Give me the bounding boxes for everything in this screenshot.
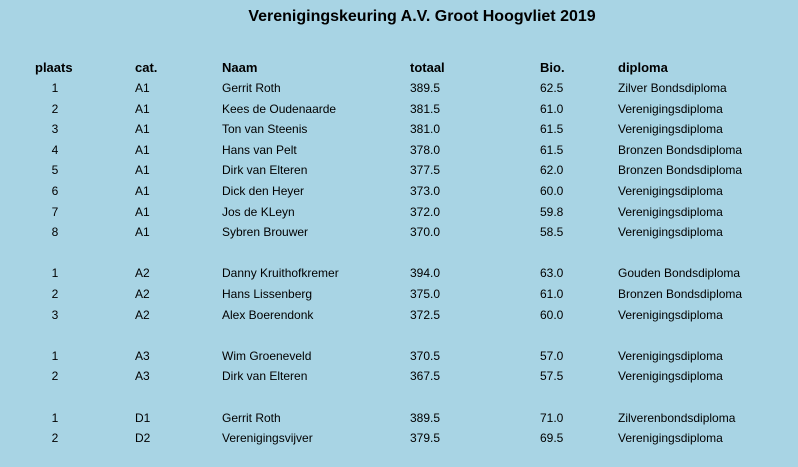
cell-total: 367.5: [410, 369, 441, 384]
cell-name: Gerrit Roth: [222, 81, 281, 95]
cell-diploma: Verenigingsdiploma: [618, 101, 723, 116]
cell-rank: 2: [51, 369, 59, 384]
cell-total: 370.0: [410, 225, 441, 240]
cell-diploma: Verenigingsdiploma: [618, 184, 723, 198]
cell-bio: 60.0: [540, 307, 564, 322]
cell-name: Hans Lissenberg: [222, 287, 313, 301]
cell-bio: 61.0: [540, 287, 564, 301]
cell-category: A1: [135, 101, 150, 116]
cell-bio: 57.5: [540, 369, 564, 384]
cell-total: 370.5: [410, 348, 441, 363]
cell-rank: 2: [51, 287, 59, 301]
cell-diploma: Verenigingsdiploma: [618, 348, 723, 363]
cell-rank: 7: [51, 204, 59, 219]
cell-rank: 1: [51, 348, 59, 363]
cell-category: A2: [135, 266, 150, 281]
header-category: cat.: [135, 60, 158, 75]
cell-name: Kees de Oudenaarde: [222, 101, 337, 116]
cell-bio: 59.8: [540, 204, 564, 219]
cell-rank: 1: [51, 81, 59, 95]
cell-diploma: Verenigingsdiploma: [618, 307, 723, 322]
title: Verenigingskeuring A.V. Groot Hoogvliet …: [248, 8, 596, 25]
header-name: Naam: [222, 60, 258, 75]
cell-total: 372.5: [410, 307, 441, 322]
header-bio: Bio.: [540, 60, 565, 75]
cell-bio: 62.0: [540, 163, 564, 178]
cell-total: 381.5: [410, 101, 441, 116]
cell-rank: 5: [51, 163, 59, 178]
cell-bio: 61.5: [540, 142, 564, 157]
cell-category: A1: [135, 81, 150, 95]
cell-bio: 63.0: [540, 266, 564, 281]
cell-rank: 8: [51, 225, 59, 240]
cell-diploma: Zilverenbondsdiploma: [618, 410, 736, 425]
cell-bio: 60.0: [540, 184, 564, 198]
cell-total: 372.0: [410, 204, 441, 219]
cell-category: A1: [135, 163, 150, 178]
cell-category: D2: [135, 431, 151, 446]
cell-bio: 69.5: [540, 431, 564, 446]
cell-name: Wim Groeneveld: [222, 348, 312, 363]
cell-total: 377.5: [410, 163, 441, 178]
cell-diploma: Bronzen Bondsdiploma: [618, 142, 743, 157]
cell-bio: 61.0: [540, 101, 564, 116]
cell-bio: 61.5: [540, 122, 564, 137]
cell-rank: 2: [51, 431, 59, 446]
cell-category: A1: [135, 184, 150, 198]
cell-name: Gerrit Roth: [222, 410, 281, 425]
cell-total: 389.5: [410, 410, 441, 425]
cell-category: A2: [135, 307, 150, 322]
cell-rank: 3: [51, 122, 59, 137]
cell-rank: 1: [51, 410, 59, 425]
cell-total: 375.0: [410, 287, 441, 301]
cell-diploma: Verenigingsdiploma: [618, 225, 723, 240]
cell-diploma: Gouden Bondsdiploma: [618, 266, 741, 281]
cell-bio: 57.0: [540, 348, 564, 363]
cell-category: A1: [135, 225, 150, 240]
cell-category: A2: [135, 287, 150, 301]
cell-category: D1: [135, 410, 151, 425]
cell-total: 373.0: [410, 184, 441, 198]
cell-rank: 1: [51, 266, 59, 281]
cell-name: Jos de KLeyn: [222, 204, 295, 219]
cell-name: Sybren Brouwer: [222, 225, 309, 240]
cell-total: 378.0: [410, 142, 441, 157]
cell-rank: 2: [51, 101, 59, 116]
cell-diploma: Verenigingsdiploma: [618, 122, 723, 137]
cell-category: A1: [135, 142, 150, 157]
cell-total: 381.0: [410, 122, 441, 137]
cell-diploma: Bronzen Bondsdiploma: [618, 163, 743, 178]
cell-rank: 4: [51, 142, 59, 157]
header-diploma: diploma: [618, 60, 668, 75]
cell-bio: 71.0: [540, 410, 564, 425]
cell-bio: 62.5: [540, 81, 564, 95]
cell-total: 389.5: [410, 81, 441, 95]
cell-diploma: Bronzen Bondsdiploma: [618, 287, 743, 301]
cell-name: Dirk van Elteren: [222, 369, 308, 384]
cell-category: A1: [135, 122, 150, 137]
cell-bio: 58.5: [540, 225, 564, 240]
cell-name: Danny Kruithofkremer: [222, 266, 339, 281]
cell-category: A1: [135, 204, 150, 219]
cell-name: Hans van Pelt: [222, 142, 297, 157]
cell-category: A3: [135, 348, 150, 363]
cell-diploma: Verenigingsdiploma: [618, 431, 723, 446]
cell-name: Dirk van Elteren: [222, 163, 308, 178]
cell-name: Verenigingsvijver: [222, 431, 313, 446]
cell-rank: 3: [51, 307, 59, 322]
header-rank: plaats: [35, 60, 73, 75]
cell-name: Dick den Heyer: [222, 184, 305, 198]
cell-name: Alex Boerendonk: [222, 307, 314, 322]
cell-total: 394.0: [410, 266, 441, 281]
header-total: totaal: [410, 60, 445, 75]
cell-name: Ton van Steenis: [222, 122, 308, 137]
cell-diploma: Verenigingsdiploma: [618, 369, 723, 384]
cell-diploma: Zilver Bondsdiploma: [618, 81, 727, 95]
cell-category: A3: [135, 369, 150, 384]
cell-rank: 6: [51, 184, 59, 198]
cell-total: 379.5: [410, 431, 441, 446]
cell-diploma: Verenigingsdiploma: [618, 204, 723, 219]
